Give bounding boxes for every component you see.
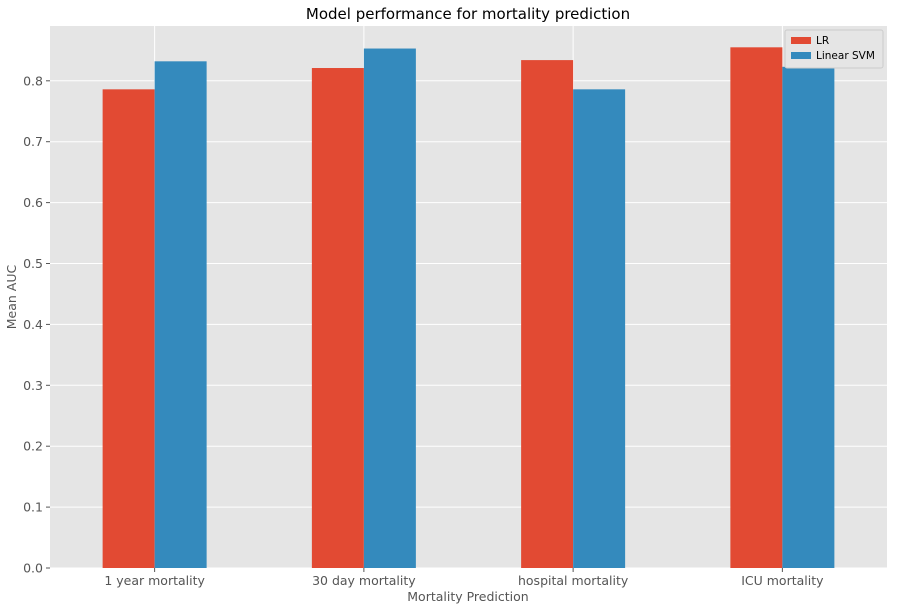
bar-lr-0 [102, 89, 155, 568]
bar-lr-1 [311, 68, 364, 568]
bar-lr-2 [521, 60, 574, 569]
bar-linear-svm-1 [363, 48, 416, 568]
y-tick-label: 0.3 [23, 378, 43, 393]
chart-title: Model performance for mortality predicti… [306, 5, 630, 23]
legend-swatch [791, 52, 811, 59]
x-tick-label: ICU mortality [741, 573, 824, 588]
x-axis-ticks: 1 year mortality 30 day mortality hospital… [104, 568, 824, 588]
legend-label: Linear SVM [816, 50, 875, 62]
y-tick-label: 0.6 [23, 195, 43, 210]
y-tick-label: 0.0 [23, 561, 43, 576]
legend-box [784, 29, 884, 69]
x-tick-label: 30 day mortality [312, 573, 416, 588]
x-tick-label: hospital mortality [518, 573, 629, 588]
y-axis-ticks: 0.0 0.1 0.2 0.3 0.4 0.5 0.6 0.7 0.8 [23, 73, 50, 576]
x-axis-label: Mortality Prediction [407, 589, 528, 604]
legend-label: LR [816, 35, 829, 47]
x-tick-label: 1 year mortality [104, 573, 205, 588]
y-tick-label: 0.1 [23, 500, 43, 515]
bar-linear-svm-3 [782, 66, 835, 568]
legend-swatch [791, 37, 811, 44]
y-tick-label: 0.4 [23, 317, 43, 332]
y-tick-label: 0.7 [23, 134, 43, 149]
y-tick-label: 0.5 [23, 256, 43, 271]
y-tick-label: 0.8 [23, 73, 43, 88]
bars [102, 47, 835, 569]
bar-linear-svm-2 [573, 89, 626, 568]
legend: LR Linear SVM [784, 29, 884, 69]
bar-lr-3 [730, 47, 783, 569]
bar-linear-svm-0 [154, 61, 207, 568]
y-tick-label: 0.2 [23, 439, 43, 454]
y-axis-label: Mean AUC [4, 265, 19, 330]
